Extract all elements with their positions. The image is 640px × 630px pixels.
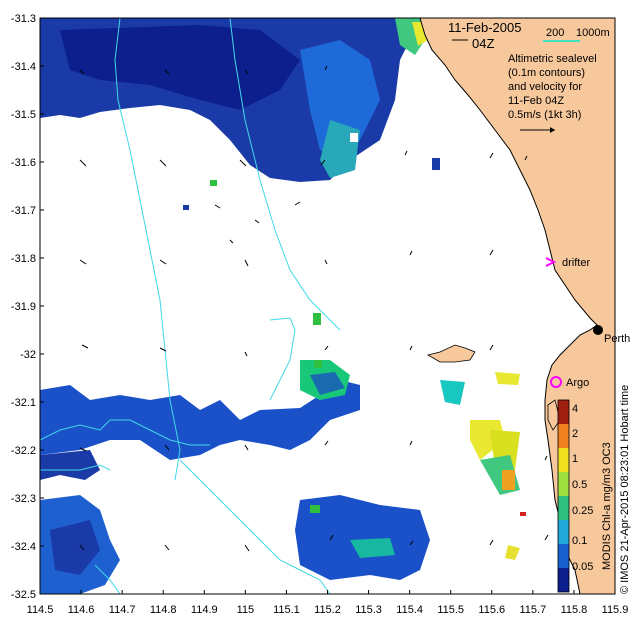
colorbar-tick-0.1: 0.1 (572, 535, 587, 547)
x-tick-label: 115.4 (396, 604, 423, 616)
perth-label: Perth (604, 333, 630, 345)
argo-marker (550, 376, 562, 388)
x-tick-label: 115 (237, 604, 255, 616)
x-tick-label: 115.9 (602, 604, 629, 616)
colorbar (557, 399, 570, 593)
y-tick-label: -32.2 (11, 445, 36, 457)
x-tick-label: 115.3 (355, 604, 382, 616)
time-title: 04Z (472, 36, 494, 51)
y-tick-label: -31.4 (11, 61, 36, 73)
y-tick-label: -32.1 (11, 397, 36, 409)
x-tick-label: 114.8 (150, 604, 177, 616)
legend-line-4: 11-Feb 04Z (508, 95, 564, 107)
perth-marker (593, 325, 603, 335)
legend-line-5: 0.5m/s (1kt 3h) (508, 109, 581, 121)
x-tick-label: 114.7 (109, 604, 136, 616)
y-tick-label: -32.4 (11, 541, 36, 553)
x-tick-label: 115.2 (314, 604, 341, 616)
y-tick-label: -31.3 (11, 13, 36, 25)
colorbar-tick-2: 2 (572, 428, 578, 440)
y-tick-label: -32 (20, 349, 36, 361)
x-tick-label: 114.5 (27, 604, 54, 616)
y-tick-label: -31.6 (11, 157, 36, 169)
y-tick-label: -32.5 (11, 589, 36, 601)
attribution: © IMOS 21-Apr-2015 08:23:01 Hobart time (619, 385, 631, 594)
y-axis: -31.3 -31.4 -31.5 -31.6 -31.7 -31.8 -31.9 -32 -3… (11, 13, 44, 601)
bathymetry-contours (40, 18, 341, 594)
colorbar-tick-4: 4 (572, 403, 578, 415)
colorbar-tick-0.05: 0.05 (572, 561, 593, 573)
x-tick-label: 115.8 (561, 604, 588, 616)
x-tick-label: 115.1 (273, 604, 300, 616)
date-title: 11-Feb-2005 (448, 20, 521, 35)
legend-line-2: (0.1m contours) (508, 67, 585, 79)
y-tick-label: -31.9 (11, 301, 36, 313)
velocity-arrows-land (524, 155, 549, 541)
depth-legend-200: 200 (546, 27, 564, 39)
depth-legend-1000: 1000m (576, 27, 610, 39)
x-tick-label: 115.7 (519, 604, 546, 616)
x-tick-label: 114.9 (191, 604, 218, 616)
y-tick-label: -32.3 (11, 493, 36, 505)
colorbar-title: MODIS Chl-a mg/m3 OC3 (601, 442, 613, 570)
colorbar-tick-0.5: 0.5 (572, 479, 587, 491)
island (426, 344, 476, 363)
drifter-marker (545, 257, 557, 267)
x-tick-label: 115.5 (437, 604, 464, 616)
colorbar-tick-1: 1 (572, 453, 578, 465)
y-tick-label: -31.5 (11, 109, 36, 121)
colorbar-tick-0.25: 0.25 (572, 505, 593, 517)
y-tick-label: -31.8 (11, 253, 36, 265)
x-axis: 114.5 114.6 114.7 114.8 114.9 115 115.1 115.2 11… (27, 590, 629, 616)
x-tick-label: 114.6 (68, 604, 95, 616)
island (547, 399, 561, 431)
argo-label: Argo (566, 377, 589, 389)
legend-line-3: and velocity for (508, 81, 582, 93)
drifter-label: drifter (562, 257, 590, 269)
x-tick-label: 115.6 (478, 604, 505, 616)
y-tick-label: -31.7 (11, 205, 36, 217)
scale-arrowhead (550, 127, 555, 133)
velocity-arrows (79, 65, 494, 552)
legend-line-1: Altimetric sealevel (508, 53, 597, 65)
